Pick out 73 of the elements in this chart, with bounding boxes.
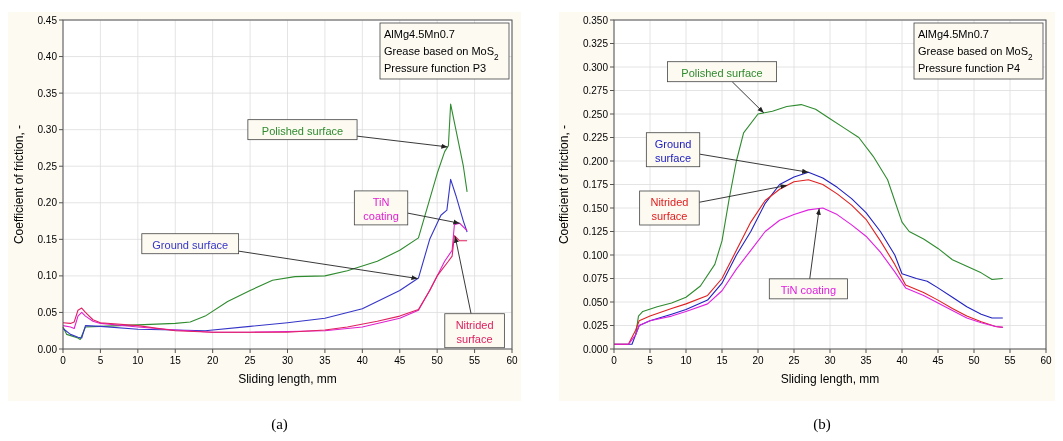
y-tick-label: 0.25: [37, 160, 58, 172]
y-tick-label: 0.275: [582, 85, 609, 96]
x-tick-label: 55: [1004, 355, 1016, 366]
y-tick-label: 0.00: [37, 343, 58, 355]
y-tick-label: 0.075: [582, 273, 609, 284]
y-tick-label: 0.10: [37, 270, 58, 282]
x-tick-label: 55: [469, 355, 481, 366]
y-tick-label: 0.30: [37, 124, 58, 136]
x-tick-label: 20: [752, 355, 764, 366]
y-tick-label: 0.20: [37, 197, 58, 209]
x-tick-label: 10: [132, 355, 144, 366]
x-tick-label: 30: [281, 355, 294, 366]
x-tick-label: 5: [97, 355, 104, 366]
text: Nitrided surface: [650, 196, 689, 222]
y-tick-label: 0.300: [582, 61, 609, 73]
y-tick-label: 0.175: [582, 179, 609, 190]
annotation: AlMg4.5Mn0.7: [384, 28, 455, 40]
annotation: AlMg4.5Mn0.7: [918, 28, 989, 40]
text: Ground surface: [152, 238, 229, 251]
y-tick-label: 0.325: [582, 38, 609, 49]
text: TiN coating: [363, 195, 399, 222]
x-tick-label: 30: [824, 355, 836, 366]
line-series: [613, 207, 1004, 345]
x-tick-label: 50: [431, 355, 444, 366]
annotation: Grease based on MoS$_{2}$: [384, 45, 500, 62]
x-tick-label: 45: [394, 355, 406, 366]
x-tick-label: 50: [968, 355, 980, 366]
text: Polished surface: [261, 124, 344, 137]
y-tick-label: 0.15: [37, 233, 58, 245]
x-tick-label: 40: [356, 355, 369, 366]
y-tick-label: 0.35: [37, 87, 58, 99]
x-tick-label: 15: [716, 355, 728, 366]
x-tick-label: 5: [647, 355, 654, 366]
x-tick-label: 60: [506, 355, 518, 366]
text: (b): [813, 416, 831, 433]
x-axis-title: Sliding length, mm: [238, 372, 337, 386]
y-tick-label: 0.225: [582, 132, 609, 143]
x-tick-label: 15: [169, 355, 182, 366]
y-tick-label: 0.250: [582, 108, 609, 120]
y-tick-label: 0.000: [582, 343, 609, 355]
y-tick-label: 0.40: [37, 51, 58, 63]
x-tick-label: 25: [788, 355, 800, 366]
y-tick-label: 0.200: [582, 155, 609, 167]
x-tick-label: 0: [611, 355, 618, 366]
x-tick-label: 45: [932, 355, 944, 366]
y-tick-label: 0.025: [582, 320, 609, 331]
y-axis-title: Coefficient of friction, -: [557, 124, 571, 245]
text: TiN coating: [780, 283, 837, 296]
y-axis-title: Coefficient of friction, -: [12, 124, 26, 245]
y-tick-label: 0.150: [582, 202, 609, 214]
text: Ground surface: [654, 137, 692, 164]
annotation: Pressure function P4: [918, 62, 1021, 74]
x-tick-label: 35: [860, 355, 872, 366]
x-tick-label: 40: [896, 355, 908, 366]
y-tick-label: 0.05: [37, 306, 58, 318]
annotation: Pressure function P3: [384, 62, 487, 74]
y-tick-label: 0.100: [582, 249, 609, 261]
x-tick-label: 0: [60, 355, 67, 366]
text: (a): [271, 416, 288, 433]
y-tick-label: 0.125: [582, 226, 609, 237]
y-tick-label: 0.350: [582, 14, 609, 26]
line-series: [635, 104, 1004, 336]
annotation: Grease based on MoS$_{2}$: [918, 45, 1034, 62]
x-tick-label: 35: [319, 355, 331, 366]
x-tick-label: 25: [244, 355, 257, 366]
x-tick-label: 60: [1040, 355, 1052, 366]
x-tick-label: 20: [207, 355, 219, 366]
text: Nitrided surface: [455, 318, 494, 345]
text: Polished surface: [681, 66, 763, 79]
y-tick-label: 0.050: [582, 296, 609, 308]
y-tick-label: 0.45: [37, 14, 58, 26]
x-tick-label: 10: [680, 355, 692, 366]
x-axis-title: Sliding length, mm: [780, 372, 880, 386]
